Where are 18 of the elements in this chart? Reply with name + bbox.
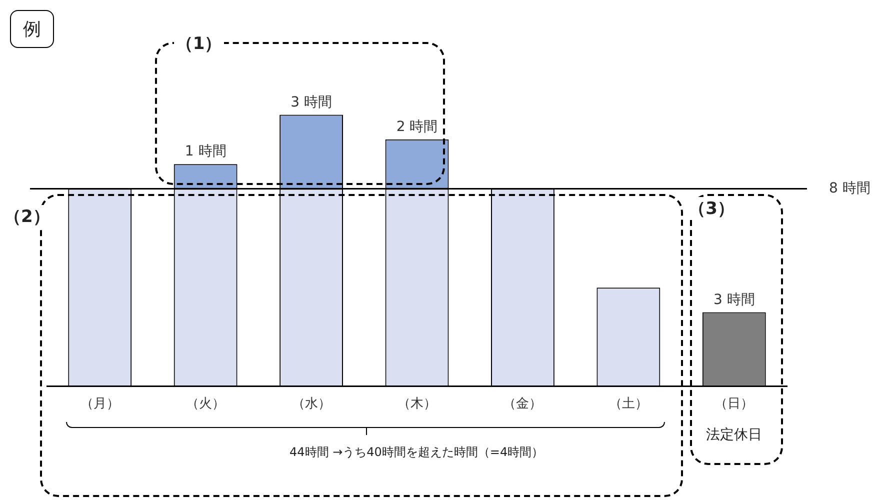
ref-line-label: 8 時間 bbox=[829, 180, 870, 196]
data-label: 3 時間 bbox=[713, 292, 755, 308]
x-tick-label: （金） bbox=[503, 396, 542, 412]
x-tick-label: （木） bbox=[398, 396, 436, 412]
annotation: （2） bbox=[4, 204, 50, 228]
data-label: 3 時間 bbox=[290, 94, 332, 110]
text: 44時間 →うち40時間を超えた時間（=4時間） bbox=[289, 444, 544, 462]
data-label: 1 時間 bbox=[184, 144, 226, 160]
x-tick-label: （日） bbox=[714, 396, 754, 412]
data-label: 2 時間 bbox=[396, 119, 438, 136]
x-tick-label: （月） bbox=[80, 396, 120, 412]
annotation: （3） bbox=[686, 196, 736, 220]
x-tick-label: （水） bbox=[292, 396, 331, 412]
text: 法定休日 bbox=[706, 426, 762, 444]
text: 例 bbox=[10, 10, 54, 48]
x-tick-label: （火） bbox=[186, 396, 226, 412]
text: （1） bbox=[174, 32, 224, 55]
x-tick-label: （土） bbox=[608, 396, 648, 412]
